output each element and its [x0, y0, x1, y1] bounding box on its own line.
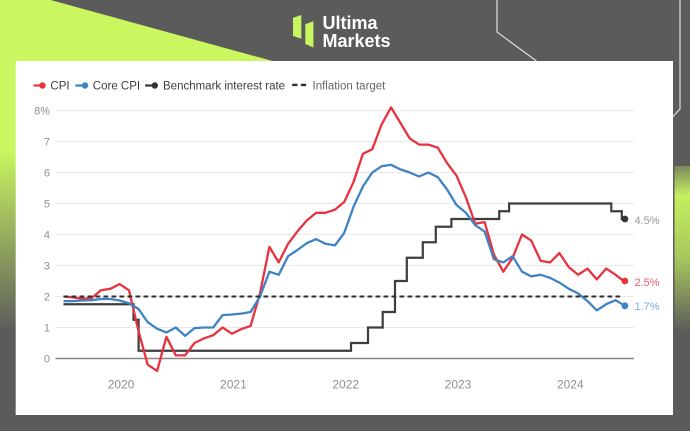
- svg-text:3: 3: [44, 260, 50, 272]
- svg-text:8%: 8%: [34, 105, 50, 117]
- svg-text:6: 6: [44, 167, 50, 179]
- svg-text:2024: 2024: [557, 377, 584, 391]
- svg-text:2020: 2020: [108, 377, 135, 391]
- svg-text:7: 7: [44, 136, 50, 148]
- svg-text:Markets: Markets: [323, 31, 391, 51]
- svg-text:0: 0: [44, 353, 50, 365]
- svg-text:Benchmark interest rate: Benchmark interest rate: [163, 81, 285, 93]
- svg-text:4.5%: 4.5%: [635, 215, 660, 227]
- svg-text:1.7%: 1.7%: [635, 301, 660, 313]
- svg-text:4: 4: [44, 229, 50, 241]
- svg-text:Core CPI: Core CPI: [93, 81, 140, 93]
- svg-text:1: 1: [44, 322, 50, 334]
- svg-text:2: 2: [44, 291, 50, 303]
- svg-text:CPI: CPI: [50, 81, 69, 93]
- svg-text:2023: 2023: [445, 377, 472, 391]
- svg-text:5: 5: [44, 198, 50, 210]
- svg-text:2022: 2022: [332, 377, 359, 391]
- svg-text:2.5%: 2.5%: [635, 277, 660, 289]
- svg-text:Ultima: Ultima: [323, 13, 379, 33]
- svg-text:2021: 2021: [220, 377, 247, 391]
- svg-text:Inflation target: Inflation target: [313, 81, 387, 93]
